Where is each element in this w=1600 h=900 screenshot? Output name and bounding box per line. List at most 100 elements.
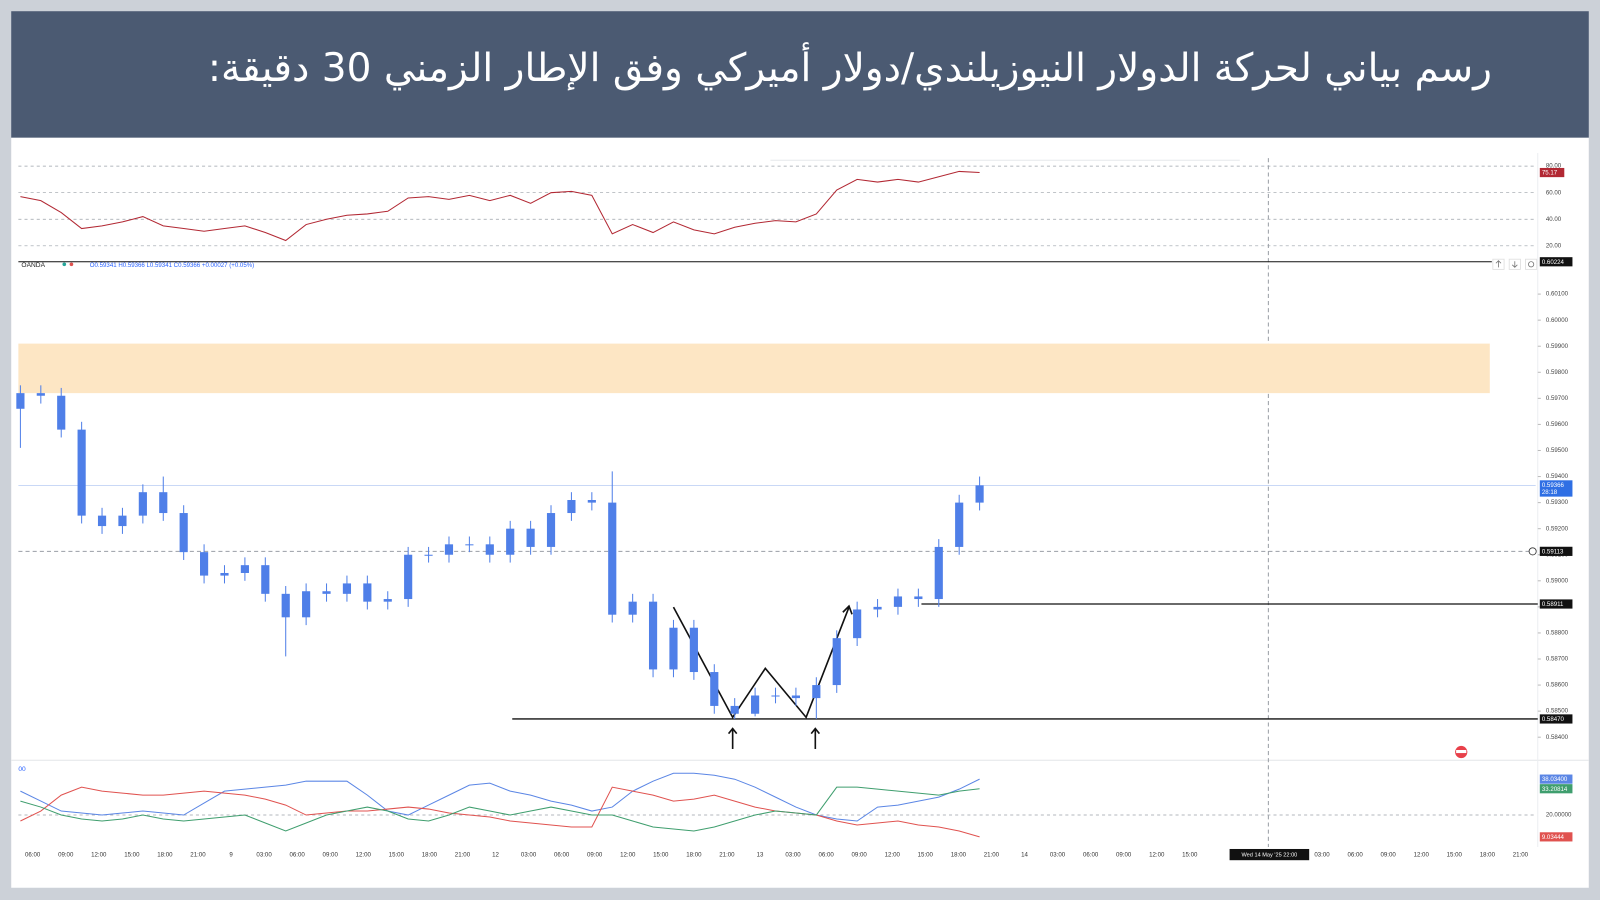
candle-body xyxy=(751,695,760,714)
status-dot xyxy=(69,262,74,267)
x-tick-label: 15:00 xyxy=(653,852,669,859)
toolbar-icons xyxy=(1492,258,1538,270)
crosshair-label: 0.59113 xyxy=(1542,548,1564,555)
crosshair-time-label: Wed 14 May '25 22:00 xyxy=(1241,853,1297,859)
flag-icon xyxy=(1455,745,1468,759)
x-tick-label: 09:00 xyxy=(1381,852,1397,859)
icon-up xyxy=(1492,258,1505,270)
page-title: رسم بياني لحركة الدولار النيوزيلندي/دولا… xyxy=(207,46,1492,91)
candle-body xyxy=(567,500,576,514)
y-tick-label: 0.59800 xyxy=(1546,369,1569,376)
y-tick-label: 40.00 xyxy=(1546,216,1562,223)
candle-body xyxy=(200,552,209,576)
y-tick-label: 0.58700 xyxy=(1546,656,1569,663)
x-tick-label: 18:00 xyxy=(686,852,702,859)
y-tick-label: 0.59400 xyxy=(1546,473,1569,480)
candle-body xyxy=(710,672,719,706)
x-tick-label: 18:00 xyxy=(1480,852,1496,859)
candle-body xyxy=(689,627,698,673)
candle-body xyxy=(669,627,678,670)
x-tick-label: 21:00 xyxy=(1513,852,1529,859)
level-label: 0.58911 xyxy=(1542,601,1564,608)
candle-body xyxy=(832,638,841,686)
last-value-label-box xyxy=(1539,167,1565,178)
flag-stripe xyxy=(1456,750,1467,754)
header-bar xyxy=(11,11,1589,138)
x-tick-label: 12:00 xyxy=(620,852,636,859)
x-tick-label: 03:00 xyxy=(785,852,801,859)
y-tick-label: 0.59900 xyxy=(1546,343,1569,350)
candle-body xyxy=(159,492,168,514)
candle-body xyxy=(383,599,392,602)
y-tick-label: 60.00 xyxy=(1546,189,1562,196)
y-tick-label: 0.58600 xyxy=(1546,682,1569,689)
x-tick-label: 15:00 xyxy=(389,852,405,859)
candle-body xyxy=(118,515,127,527)
candle-body xyxy=(342,583,352,594)
status-dot xyxy=(62,262,67,267)
candle-body xyxy=(36,393,45,396)
chart-area xyxy=(11,137,1589,888)
x-tick-label: 14 xyxy=(1021,852,1028,859)
x-tick-label: 09:00 xyxy=(323,852,339,859)
x-tick-label: 15:00 xyxy=(1182,852,1198,859)
candle-body xyxy=(444,544,454,555)
crosshair-label-box xyxy=(1539,546,1573,556)
indicator-line xyxy=(20,786,980,832)
candle-body xyxy=(465,544,474,546)
crosshair-time-box xyxy=(1229,848,1310,861)
x-tick-label: 18:00 xyxy=(157,852,173,859)
y-tick-label: 0.58800 xyxy=(1546,630,1569,637)
candle-body xyxy=(526,528,535,547)
y-tick-label: 0.59600 xyxy=(1546,421,1569,428)
x-tick-label: 15:00 xyxy=(124,852,140,859)
candle-body xyxy=(587,500,596,503)
x-tick-label: 12:00 xyxy=(91,852,107,859)
candle-body xyxy=(302,591,311,618)
icon-refresh xyxy=(1525,258,1538,270)
x-tick-label: 21:00 xyxy=(719,852,735,859)
x-tick-label: 12:00 xyxy=(1414,852,1430,859)
y-tick-label: 20.00000 xyxy=(1546,812,1572,819)
x-tick-label: 15:00 xyxy=(918,852,934,859)
candle-body xyxy=(424,554,433,556)
rsi-line xyxy=(20,170,980,242)
icon-circle xyxy=(1528,261,1535,268)
y-tick-label: 0.58500 xyxy=(1546,708,1569,715)
x-tick-label: 21:00 xyxy=(190,852,206,859)
candle-body xyxy=(648,601,658,670)
x-tick-label: 12:00 xyxy=(1149,852,1165,859)
price-line-label-box xyxy=(1539,257,1573,267)
last-value-label: 9.03444 xyxy=(1542,834,1565,841)
candle-body xyxy=(485,544,494,555)
x-tick-label: 09:00 xyxy=(58,852,74,859)
candle-body xyxy=(77,429,86,516)
candle-body xyxy=(791,695,800,699)
y-tick-label: 0.59300 xyxy=(1546,499,1569,506)
candle-body xyxy=(546,513,556,547)
x-tick-label: 21:00 xyxy=(984,852,1000,859)
candle-body xyxy=(322,591,331,594)
y-tick-label: 80.00 xyxy=(1546,163,1562,170)
x-tick-label: 06:00 xyxy=(818,852,834,859)
y-tick-label: 0.58400 xyxy=(1546,734,1569,741)
crosshair-icon xyxy=(1528,547,1537,556)
x-tick-label: 21:00 xyxy=(455,852,471,859)
candle-body xyxy=(955,502,964,547)
last-value-label-box xyxy=(1539,784,1573,794)
last-value-label: 38.03400 xyxy=(1542,776,1568,783)
candle-body xyxy=(914,596,923,600)
candle-body xyxy=(873,606,882,610)
x-tick-label: 06:00 xyxy=(1347,852,1363,859)
y-tick-label: 0.59000 xyxy=(1546,577,1569,584)
last-price-label: 0.59366 xyxy=(1542,482,1565,489)
x-tick-label: 03:00 xyxy=(256,852,272,859)
candle-body xyxy=(628,601,637,615)
x-tick-label: 09:00 xyxy=(852,852,868,859)
icon-down xyxy=(1508,258,1521,270)
candle-body xyxy=(608,502,617,615)
candle-body xyxy=(16,393,25,409)
last-value-label-box xyxy=(1539,774,1573,784)
price-line-label: 0.60224 xyxy=(1542,259,1565,266)
x-tick-label: 06:00 xyxy=(1083,852,1099,859)
